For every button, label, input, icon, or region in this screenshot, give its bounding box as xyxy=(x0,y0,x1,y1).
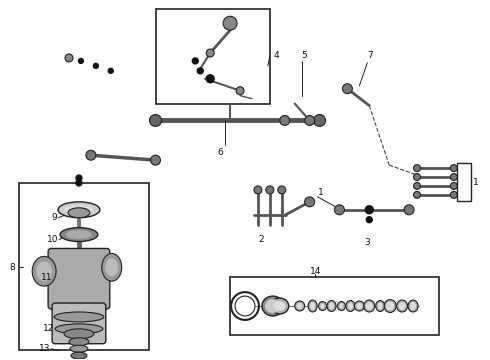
Ellipse shape xyxy=(354,301,365,311)
Ellipse shape xyxy=(410,302,416,310)
Circle shape xyxy=(305,116,315,125)
Text: 12: 12 xyxy=(43,324,54,333)
Circle shape xyxy=(414,192,420,198)
Bar xyxy=(19,183,148,350)
Circle shape xyxy=(223,16,237,30)
Circle shape xyxy=(206,49,214,57)
Text: 5: 5 xyxy=(302,51,307,60)
Text: 10: 10 xyxy=(47,235,59,244)
Text: 1: 1 xyxy=(473,179,478,188)
Ellipse shape xyxy=(64,329,94,339)
Ellipse shape xyxy=(271,298,289,314)
Ellipse shape xyxy=(384,300,396,312)
Circle shape xyxy=(367,217,372,223)
Circle shape xyxy=(76,175,82,181)
Ellipse shape xyxy=(348,302,353,310)
Circle shape xyxy=(280,116,290,125)
Ellipse shape xyxy=(297,303,303,309)
Circle shape xyxy=(65,54,73,62)
Circle shape xyxy=(450,165,457,172)
Bar xyxy=(457,163,471,201)
Ellipse shape xyxy=(329,302,334,310)
Ellipse shape xyxy=(396,300,408,312)
Ellipse shape xyxy=(71,352,87,359)
Circle shape xyxy=(94,63,98,68)
Ellipse shape xyxy=(54,312,104,322)
Circle shape xyxy=(314,114,325,126)
Ellipse shape xyxy=(408,300,418,312)
Circle shape xyxy=(197,68,203,74)
Circle shape xyxy=(305,197,315,207)
Text: 13: 13 xyxy=(39,344,50,353)
Ellipse shape xyxy=(60,228,98,242)
Circle shape xyxy=(450,192,457,198)
Circle shape xyxy=(78,58,83,63)
Ellipse shape xyxy=(66,230,92,239)
Circle shape xyxy=(335,205,344,215)
Ellipse shape xyxy=(308,300,317,312)
Ellipse shape xyxy=(32,256,56,286)
Circle shape xyxy=(206,75,214,83)
Ellipse shape xyxy=(346,301,355,311)
Bar xyxy=(230,277,439,335)
Circle shape xyxy=(278,186,286,194)
Circle shape xyxy=(76,180,82,186)
Circle shape xyxy=(414,174,420,180)
Circle shape xyxy=(149,114,162,126)
Ellipse shape xyxy=(310,302,315,310)
Ellipse shape xyxy=(68,208,90,218)
Circle shape xyxy=(192,58,198,64)
Ellipse shape xyxy=(102,253,122,281)
Text: 7: 7 xyxy=(368,51,373,60)
Ellipse shape xyxy=(294,301,305,311)
Ellipse shape xyxy=(327,301,336,311)
Ellipse shape xyxy=(70,345,88,352)
Circle shape xyxy=(108,68,113,73)
Circle shape xyxy=(366,206,373,214)
Ellipse shape xyxy=(55,324,103,334)
Ellipse shape xyxy=(320,303,324,309)
Circle shape xyxy=(150,155,161,165)
Bar xyxy=(155,9,270,104)
FancyBboxPatch shape xyxy=(48,248,110,309)
Circle shape xyxy=(86,150,96,160)
Ellipse shape xyxy=(265,299,281,313)
Ellipse shape xyxy=(386,302,394,310)
Text: 1: 1 xyxy=(318,188,323,197)
Ellipse shape xyxy=(105,258,118,276)
Ellipse shape xyxy=(356,303,362,309)
Circle shape xyxy=(254,186,262,194)
Circle shape xyxy=(450,183,457,189)
Ellipse shape xyxy=(338,302,345,310)
Text: 2: 2 xyxy=(258,235,264,244)
Circle shape xyxy=(450,174,457,180)
Ellipse shape xyxy=(340,303,343,309)
Ellipse shape xyxy=(69,338,89,346)
Text: 9: 9 xyxy=(51,213,57,222)
Text: 8: 8 xyxy=(9,263,15,272)
Ellipse shape xyxy=(274,301,286,311)
Text: 14: 14 xyxy=(310,267,321,276)
Ellipse shape xyxy=(318,302,326,310)
Circle shape xyxy=(236,87,244,95)
Circle shape xyxy=(404,205,414,215)
Ellipse shape xyxy=(36,261,52,281)
Text: 11: 11 xyxy=(41,273,52,282)
Ellipse shape xyxy=(399,302,406,310)
Ellipse shape xyxy=(364,300,375,312)
Ellipse shape xyxy=(262,296,284,316)
Ellipse shape xyxy=(58,202,100,218)
Circle shape xyxy=(414,165,420,172)
Circle shape xyxy=(266,186,274,194)
Text: 6: 6 xyxy=(217,148,223,157)
Circle shape xyxy=(343,84,352,94)
Text: 3: 3 xyxy=(365,238,370,247)
Ellipse shape xyxy=(64,205,94,215)
Ellipse shape xyxy=(366,302,373,310)
Text: 4: 4 xyxy=(274,51,279,60)
FancyBboxPatch shape xyxy=(52,303,106,344)
Ellipse shape xyxy=(378,302,383,310)
Circle shape xyxy=(414,183,420,189)
Ellipse shape xyxy=(376,301,385,311)
